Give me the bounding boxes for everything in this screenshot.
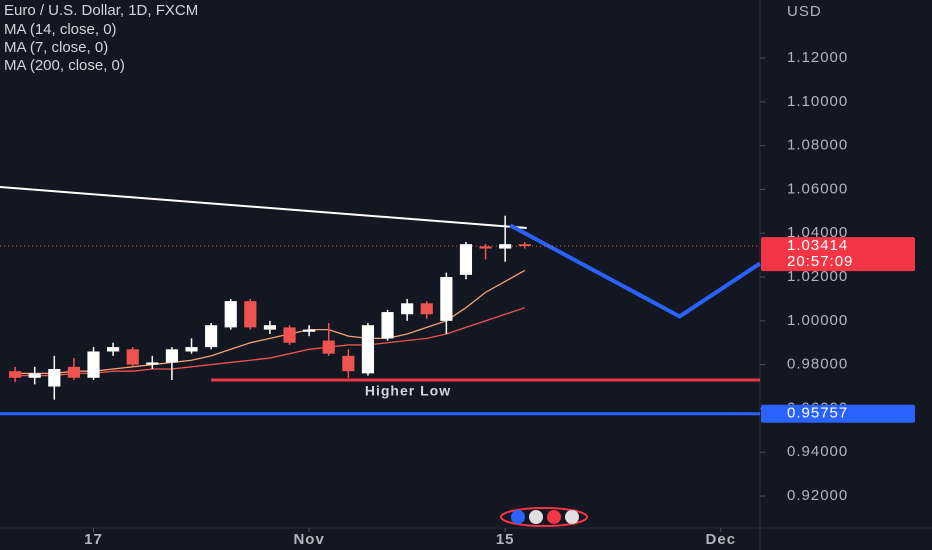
candle-body (67, 366, 80, 378)
candle-body (185, 347, 198, 352)
flag-icon (511, 510, 525, 524)
y-tick-label: 1.12000 (787, 49, 848, 66)
events-icon[interactable] (500, 507, 588, 527)
candle-body (479, 246, 492, 249)
candle-body (263, 325, 277, 330)
x-tick-label: 17 (84, 531, 103, 548)
y-tick-label: 1.00000 (787, 312, 848, 329)
y-tick-label: 1.10000 (787, 93, 848, 110)
x-tick-label: Nov (293, 531, 324, 548)
x-tick-label: 15 (496, 531, 515, 548)
legend-entry: MA (200, close, 0) (4, 57, 125, 74)
candle-body (381, 312, 394, 339)
countdown-label: 20:57:09 (787, 253, 853, 270)
y-tick-label: 1.06000 (787, 180, 848, 197)
candle-body (107, 347, 120, 352)
candle-body (401, 303, 414, 315)
chart-title: Euro / U.S. Dollar, 1D, FXCM (4, 2, 198, 19)
y-tick-label: 1.08000 (787, 137, 848, 154)
y-tick-label: 0.92000 (787, 487, 848, 504)
candle-body (9, 371, 22, 378)
candle-body (87, 351, 100, 378)
currency-label: USD (787, 3, 822, 20)
candle-body (440, 277, 453, 321)
candle-body (518, 244, 531, 247)
candle-body (146, 362, 159, 365)
candle-body (322, 340, 335, 354)
flag-icon (529, 510, 543, 524)
candle-body (205, 325, 218, 348)
candle-body (420, 303, 433, 315)
candle-body (499, 244, 512, 249)
last-price-box (761, 237, 915, 272)
y-tick-label: 1.04000 (787, 224, 848, 241)
event-icons (500, 507, 588, 527)
support-price-box (761, 404, 915, 423)
projection-line (509, 223, 762, 319)
moving-average (15, 307, 525, 377)
candle-body (459, 244, 473, 275)
candle-body (28, 373, 41, 378)
support-price-label: 0.95757 (787, 405, 848, 422)
y-tick-label: 1.02000 (787, 268, 848, 285)
flag-icon (547, 510, 561, 524)
legend-entry: MA (7, close, 0) (4, 39, 108, 56)
candle-body (48, 369, 61, 387)
candle-body (361, 325, 375, 374)
last-price-label: 1.03414 (787, 237, 848, 254)
candle-body (165, 349, 178, 363)
candle-body (283, 327, 296, 343)
y-tick-label: 0.94000 (787, 443, 848, 460)
moving-average (15, 269, 526, 375)
candle-body (303, 329, 316, 332)
x-tick-label: Dec (706, 531, 737, 548)
trend-line (0, 186, 527, 229)
candle-body (244, 301, 257, 328)
legend-entry: MA (14, close, 0) (4, 21, 117, 38)
candle-body (224, 301, 237, 328)
candle-body (342, 355, 355, 372)
y-tick-label: 0.98000 (787, 356, 848, 373)
annotation: Higher Low (365, 383, 451, 399)
plot: Higher Low (0, 186, 762, 416)
flag-icon (565, 510, 579, 524)
candle-body (126, 349, 139, 365)
